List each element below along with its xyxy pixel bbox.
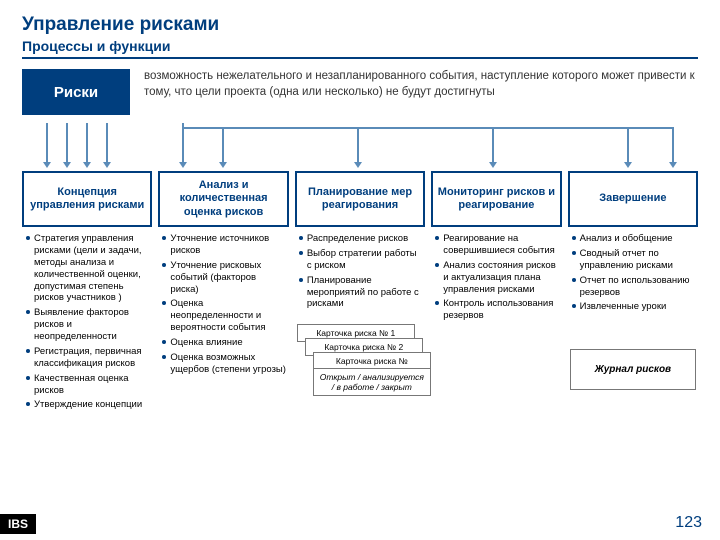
list-item: Оценка возможных ущербов (степени угрозы… — [160, 352, 286, 376]
list-item: Оценка неопределенности и вероятности со… — [160, 298, 286, 334]
down-arrow-icon — [182, 123, 184, 163]
list-item: Качественная оценка рисков — [24, 373, 150, 397]
list-item: Анализ состояния рисков и актуализация п… — [433, 260, 559, 296]
down-arrow-icon — [492, 127, 494, 163]
column-body: Распределение рисков Выбор стратегии рабо… — [295, 227, 425, 402]
column: Планирование мер реагированияРаспределен… — [295, 171, 425, 414]
column-header: Анализ и количественная оценка рисков — [158, 171, 288, 227]
column: Мониторинг рисков и реагированиеРеагиров… — [431, 171, 561, 414]
list-item: Регистрация, первичная классификация рис… — [24, 346, 150, 370]
risk-card-status: Открыт / анализируется / в работе / закр… — [313, 368, 431, 396]
list-item: Оценка влияние — [160, 337, 286, 349]
page-number: 123 — [675, 514, 702, 532]
page-title: Управление рисками — [22, 14, 698, 36]
card-stack: Карточка риска № 1Карточка риска № 2Карт… — [297, 324, 423, 402]
down-arrow-icon — [222, 127, 224, 163]
column: Концепция управления рисками Стратегия уп… — [22, 171, 152, 414]
down-arrow-icon — [106, 123, 108, 163]
list-item: Стратегия управления рисками (цели и зад… — [24, 233, 150, 304]
down-arrow-icon — [86, 123, 88, 163]
list-item: Отчет по использованию резервов — [570, 275, 696, 299]
column-body: Стратегия управления рисками (цели и зад… — [22, 227, 152, 414]
column-header: Концепция управления рисками — [22, 171, 152, 227]
column-body: Уточнение источников рисков Уточнение рис… — [158, 227, 288, 379]
column-body: Анализ и обобщение Сводный отчет по управ… — [568, 227, 698, 390]
list-item: Анализ и обобщение — [570, 233, 696, 245]
down-arrow-icon — [46, 123, 48, 163]
connector-line — [182, 127, 672, 129]
list-item: Уточнение рисковых событий (факторов рис… — [160, 260, 286, 296]
list-item: Сводный отчет по управлению рисками — [570, 248, 696, 272]
list-item: Утверждение концепции — [24, 399, 150, 411]
down-arrow-icon — [672, 127, 674, 163]
column-header: Планирование мер реагирования — [295, 171, 425, 227]
list-item: Распределение рисков — [297, 233, 423, 245]
page-subtitle: Процессы и функции — [22, 38, 698, 59]
column-header: Мониторинг рисков и реагирование — [431, 171, 561, 227]
list-item: Выбор стратегии работы с риском — [297, 248, 423, 272]
column-header: Завершение — [568, 171, 698, 227]
list-item: Контроль использования резервов — [433, 298, 559, 322]
list-item: Выявление факторов рисков и неопределенн… — [24, 307, 150, 343]
logo: IBS — [0, 514, 36, 534]
journal-box: Журнал рисков — [570, 349, 696, 390]
down-arrow-icon — [357, 127, 359, 163]
arrows-area — [22, 123, 698, 171]
column: Анализ и количественная оценка рисковУто… — [158, 171, 288, 414]
list-item: Извлеченные уроки — [570, 301, 696, 313]
top-row: Риски возможность нежелательного и незап… — [22, 69, 698, 115]
column-body: Реагирование на совершившиеся события Ана… — [431, 227, 561, 325]
list-item: Уточнение источников рисков — [160, 233, 286, 257]
list-item: Планирование мероприятий по работе с рис… — [297, 275, 423, 311]
down-arrow-icon — [627, 127, 629, 163]
risk-box: Риски — [22, 69, 130, 115]
risk-description: возможность нежелательного и незапланиро… — [144, 69, 698, 115]
down-arrow-icon — [66, 123, 68, 163]
columns-row: Концепция управления рисками Стратегия уп… — [22, 171, 698, 414]
column: Завершение Анализ и обобщение Сводный отче… — [568, 171, 698, 414]
list-item: Реагирование на совершившиеся события — [433, 233, 559, 257]
